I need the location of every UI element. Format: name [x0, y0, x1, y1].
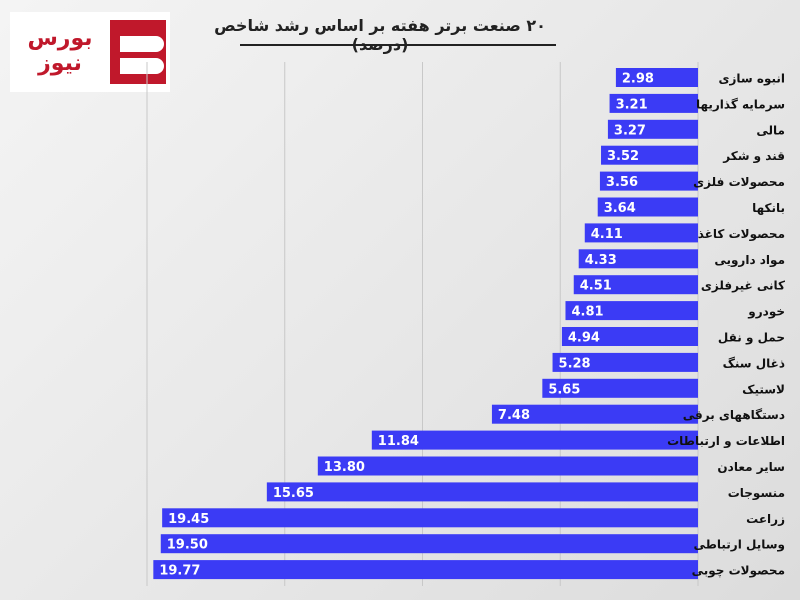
bar-value-label: 3.27	[614, 123, 646, 138]
bar-value-label: 4.33	[585, 253, 617, 268]
bar-value-label: 4.11	[591, 227, 623, 242]
category-label: لاستیک	[742, 382, 785, 396]
category-label: مواد دارویی	[714, 253, 785, 268]
category-label: ذغال سنگ	[723, 356, 785, 370]
bar	[615, 68, 698, 87]
bar-value-label: 4.81	[571, 305, 603, 320]
category-label: حمل و نقل	[718, 331, 785, 346]
bar	[317, 456, 698, 476]
bar	[607, 119, 698, 139]
bar-value-label: 7.48	[498, 408, 530, 423]
bar	[565, 301, 698, 321]
grid-layer	[146, 62, 699, 586]
category-label: سایر معادن	[717, 460, 785, 474]
bar	[266, 482, 698, 502]
bar-value-label: 19.45	[168, 512, 209, 527]
category-label: محصولات فلزی	[693, 175, 785, 190]
bar-value-label: 13.80	[324, 460, 365, 475]
bar	[609, 93, 698, 113]
bar	[162, 508, 699, 528]
bar	[578, 249, 698, 269]
bar-value-label: 11.84	[378, 434, 419, 449]
bar-value-label: 3.64	[604, 201, 636, 216]
category-label: کانی غیرفلزی	[701, 279, 785, 293]
bar	[542, 378, 698, 398]
category-label: انبوه سازی	[718, 72, 785, 87]
logo-mark-icon	[110, 20, 166, 84]
bar-value-label: 3.56	[606, 175, 638, 190]
category-label: بانکها	[752, 201, 785, 215]
logo-text: بورس نیوز	[27, 26, 93, 76]
bar-value-label: 19.50	[167, 538, 208, 553]
bar-value-label: 5.28	[559, 356, 591, 371]
category-label: اطلاعات و ارتباطات	[667, 434, 785, 449]
bar	[599, 171, 698, 191]
bar-value-label: 2.98	[622, 72, 654, 87]
category-label: منسوجات	[728, 486, 785, 501]
bar	[371, 430, 698, 450]
bar	[160, 534, 698, 554]
title-underline	[240, 44, 556, 46]
category-label: قند و شکر	[722, 149, 785, 164]
bar-value-label: 4.94	[568, 331, 600, 346]
category-label: سرمایه گذاریها	[696, 97, 785, 111]
category-label: محصولات کاغذ	[698, 227, 785, 242]
bar	[601, 145, 698, 165]
bar-value-label: 15.65	[273, 486, 314, 501]
bar	[552, 352, 698, 372]
bar	[584, 223, 698, 243]
category-label: محصولات چوبی	[692, 564, 785, 579]
bar	[597, 197, 698, 217]
bars-layer	[153, 68, 699, 580]
bar-value-label: 4.51	[580, 279, 612, 294]
category-label: مالی	[756, 123, 785, 137]
category-label: خودرو	[747, 305, 785, 320]
logo: بورس نیوز	[10, 12, 170, 92]
bar	[491, 404, 698, 424]
bar-value-label: 19.77	[159, 564, 200, 579]
bar	[561, 327, 698, 346]
bar-value-label: 3.52	[607, 149, 639, 164]
bar-value-label: 3.21	[616, 97, 648, 112]
bar-value-label: 5.65	[548, 382, 580, 397]
category-label: دستگاههای برقی	[683, 408, 785, 422]
category-label: وسایل ارتباطی	[693, 538, 785, 553]
bar	[153, 560, 699, 580]
labels-layer: 2.98 انبوه سازی 3.21 سرمایه گذاریها 3.27 مالی…	[159, 72, 785, 579]
category-label: زراعت	[746, 512, 785, 526]
bar	[573, 275, 698, 295]
